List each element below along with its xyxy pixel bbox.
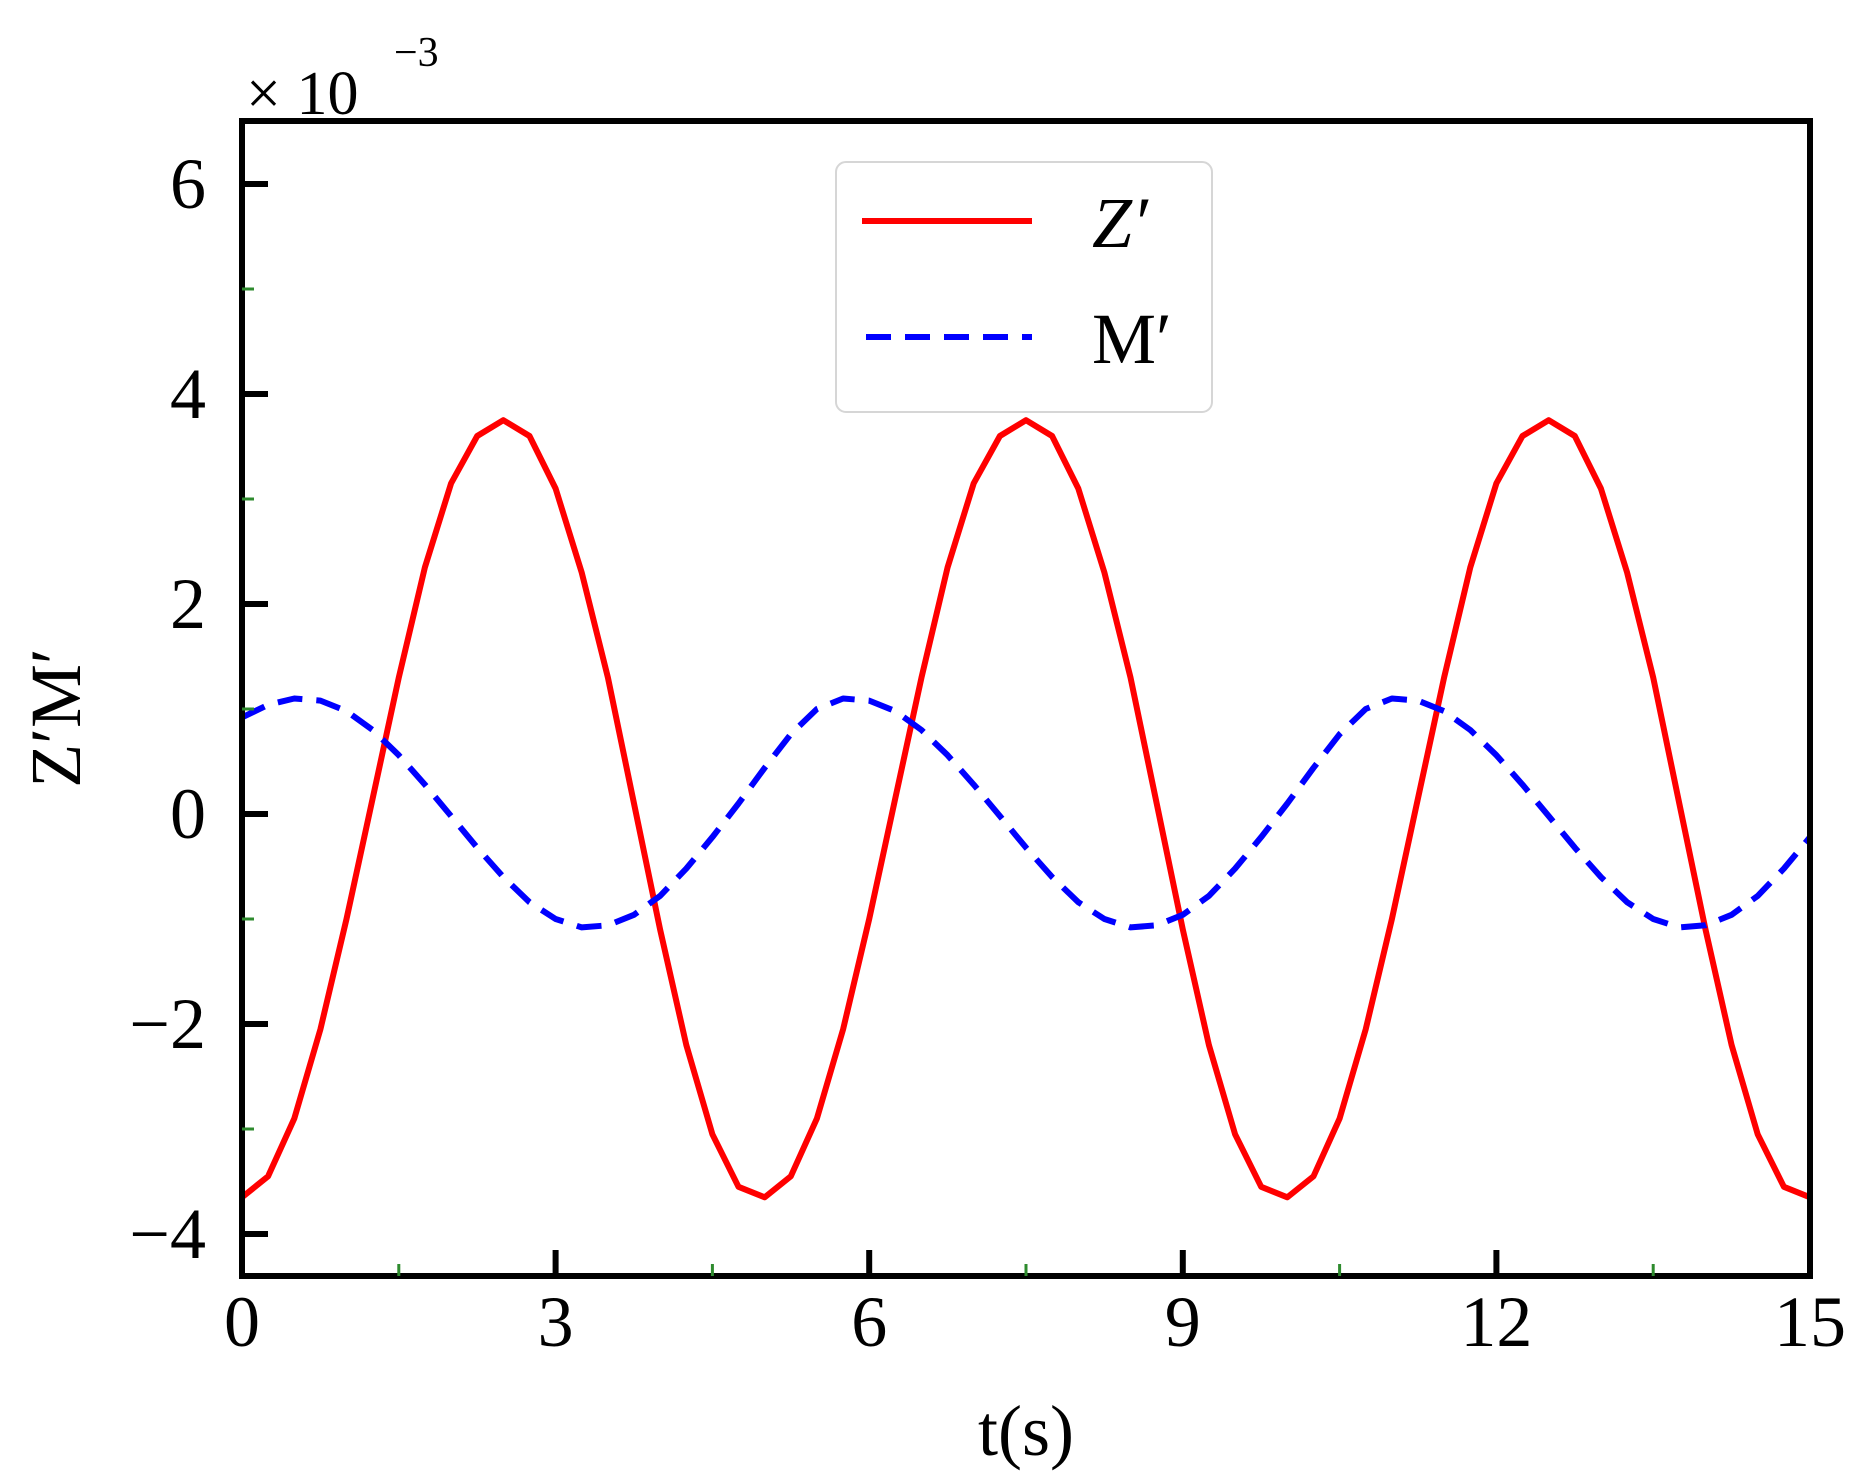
y-tick-label: 4 xyxy=(170,354,206,434)
series-layer xyxy=(240,417,1813,1201)
x-tick-label: 9 xyxy=(1165,1282,1201,1362)
x-tick-label: 6 xyxy=(851,1282,887,1362)
x-axis-label: t(s) xyxy=(978,1391,1074,1471)
x-tick-label: 15 xyxy=(1774,1282,1846,1362)
y-tick-label: 0 xyxy=(170,774,206,854)
y-tick-label: 2 xyxy=(170,564,206,644)
series-line-z xyxy=(240,417,1812,1201)
x-tick-label: 0 xyxy=(224,1282,260,1362)
y-scale-label: × 10 −3 xyxy=(246,30,439,128)
legend-z-label: Z′ xyxy=(1092,183,1149,263)
ticks-layer xyxy=(239,181,1813,1276)
legend-m-label: M′ xyxy=(1092,299,1172,379)
y-tick-label: −4 xyxy=(129,1194,206,1274)
tick-labels-layer: 0 3 6 9 12 15 −4 −2 0 2 4 6 xyxy=(129,144,1846,1362)
series-line-m xyxy=(240,695,1813,931)
x-tick-label: 12 xyxy=(1460,1282,1532,1362)
y-axis-label: Z′M′ xyxy=(16,648,96,788)
y-scale-base: × 10 xyxy=(246,60,358,128)
y-tick-label: 6 xyxy=(170,144,206,224)
legend-box xyxy=(835,161,1213,413)
y-scale-exponent: −3 xyxy=(394,30,439,76)
legend: Z′ M′ xyxy=(835,161,1213,413)
y-tick-label: −2 xyxy=(129,984,206,1064)
x-tick-label: 3 xyxy=(538,1282,574,1362)
